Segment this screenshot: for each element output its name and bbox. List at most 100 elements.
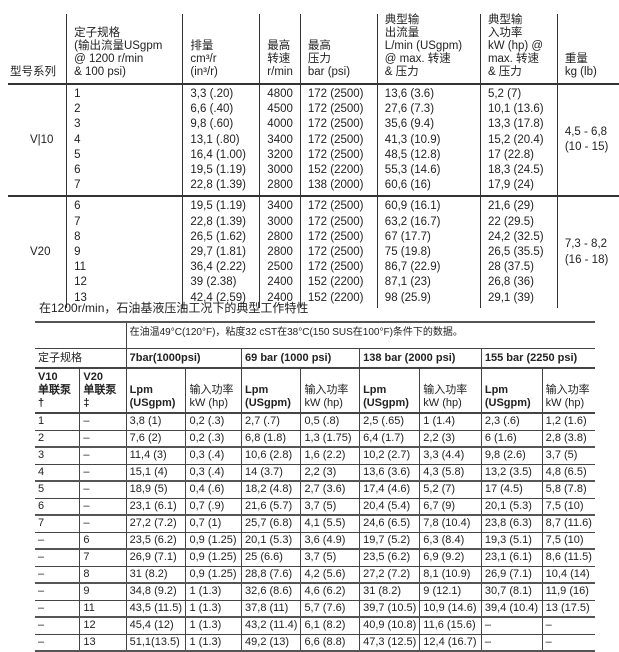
- weight-cell: 4,5 - 6,8 (10 - 15): [556, 84, 619, 198]
- table-cell: 43,5 (11.5): [125, 600, 186, 618]
- table-cell: 13: [79, 634, 127, 652]
- lpm-header: Lpm (USgpm): [125, 368, 186, 414]
- table-cell: 18,2 (4.8): [241, 481, 301, 499]
- power-cell: 21,6 (29) 22 (29.5) 24,2 (32.5) 26,5 (35…: [479, 196, 558, 308]
- performance-table: 在油温49°C(120°F)，粘度32 cST在38°C(150 SUS在100…: [35, 321, 595, 652]
- table-cell: 4,1 (5.5): [300, 515, 360, 533]
- pressure-header: 69 bar (1000 psi): [241, 348, 360, 369]
- table-row: –6 23,5 (6.2) 0,9 (1.25) 20,1 (5.3) 3,6 (4.9…: [35, 532, 595, 550]
- pressure-cell: 172 (2500) 172 (2500) 172 (2500) 172 (25…: [299, 84, 378, 198]
- table-row: –11 43,5 (11.5) 1 (1.3) 37,8 (11) 5,7 (7.6) 3…: [35, 600, 595, 618]
- table-cell: 8,6 (11.5): [541, 549, 595, 567]
- table-cell: –: [79, 413, 127, 431]
- table-cell: 8,1 (10.9): [419, 566, 482, 584]
- pump-spec-table: 型号系列 定子规格 (输出流量USgpm @ 1200 r/min & 100 p…: [8, 14, 619, 308]
- speed-cell: 4800 4500 4000 3400 3200 3000 2800: [259, 84, 301, 198]
- pressure-header: 7bar(1000psi): [125, 348, 242, 369]
- table-cell: 21,6 (5.7): [241, 498, 301, 516]
- table-cell: 34,8 (9.2): [125, 583, 186, 601]
- weight-cell: 7,3 - 8,2 (16 - 18): [556, 196, 619, 308]
- table-cell: 0,9 (1.25): [185, 549, 242, 567]
- table-cell: 8,7 (11.6): [541, 515, 595, 533]
- table-cell: 12,4 (16.7): [419, 634, 482, 652]
- table-cell: 11,9 (16): [541, 583, 595, 601]
- table-cell: –: [480, 634, 543, 652]
- table-cell: 10,4 (14): [541, 566, 595, 584]
- table-cell: 20,4 (5.4): [359, 498, 420, 516]
- table-cell: –: [35, 583, 80, 601]
- series-cell: V20: [30, 246, 51, 259]
- series-group-row: V20 6 7 8 9 11 12 13 19,5 (1.19) 22,8 (1.3…: [8, 196, 619, 308]
- condition-row: 在油温49°C(120°F)，粘度32 cST在38°C(150 SUS在100…: [35, 322, 595, 349]
- v20-header: V20 单联泵 ‡: [79, 368, 127, 414]
- table-row: –13 51,1(13.5) 1 (1.3) 49,2 (13) 6,6 (8.8) 47…: [35, 634, 595, 652]
- table-cell: 3,7 (5): [300, 498, 360, 516]
- header-cell: 典型输 出流量 L/min (USgpm) @ max. 转速 & 压力: [376, 14, 481, 85]
- kw-header: 输入功率 kW (hp): [419, 368, 482, 414]
- table-row: 4–15,1 (4) 0,3 (.4) 14 (3.7) 2,2 (3) 13,6 (3…: [35, 464, 595, 482]
- table-cell: 27,2 (7.2): [125, 515, 186, 533]
- table-cell: 2: [35, 430, 80, 448]
- table-cell: 12: [79, 617, 127, 635]
- table-cell: 1,2 (1.6): [541, 413, 595, 431]
- lpm-header: Lpm (USgpm): [359, 368, 420, 414]
- table-row: 2–7,6 (2) 0,2 (.3) 6,8 (1.8) 1,3 (1.75) 6,4 …: [35, 430, 595, 448]
- table-cell: 6: [79, 532, 127, 550]
- table-cell: –: [79, 447, 127, 465]
- table-cell: –: [79, 464, 127, 482]
- table-cell: 2,8 (3.8): [541, 430, 595, 448]
- table-cell: 13,6 (3.6): [359, 464, 420, 482]
- document: 型号系列 定子规格 (输出流量USgpm @ 1200 r/min & 100 p…: [8, 14, 619, 652]
- table-cell: 0,3 (.4): [185, 447, 242, 465]
- table-cell: 3,6 (4.9): [300, 532, 360, 550]
- table-cell: –: [35, 549, 80, 567]
- table-cell: 6 (1.6): [480, 430, 543, 448]
- table-cell: 23,8 (6.3): [480, 515, 543, 533]
- power-cell: 5,2 (7) 10,1 (13.6) 13,3 (17.8) 15,2 (20…: [479, 84, 558, 198]
- table-cell: 3,8 (1): [125, 413, 186, 431]
- header-cell: 型号系列: [8, 14, 67, 85]
- table-cell: –: [480, 617, 543, 635]
- table-cell: 13,2 (3.5): [480, 464, 543, 482]
- table-cell: 10,6 (2.8): [241, 447, 301, 465]
- table-cell: 31 (8.2): [359, 583, 420, 601]
- table-cell: 2,7 (.7): [241, 413, 301, 431]
- table-cell: 3,7 (5): [300, 549, 360, 567]
- table-cell: 39,7 (10.5): [359, 600, 420, 618]
- table-row: –12 45,4 (12) 1 (1.3) 43,2 (11.4) 6,1 (8.2) 4…: [35, 617, 595, 635]
- table-cell: 5: [35, 481, 80, 499]
- table-cell: 15,1 (4): [125, 464, 186, 482]
- table-cell: 47,3 (12.5): [359, 634, 420, 652]
- table-cell: 6,3 (8.4): [419, 532, 482, 550]
- table-cell: –: [541, 617, 595, 635]
- series-cell: V|10: [8, 84, 67, 198]
- table-cell: 49,2 (13): [241, 634, 301, 652]
- table-cell: 1 (1.3): [185, 617, 242, 635]
- table-cell: 1: [35, 413, 80, 431]
- table-cell: 43,2 (11.4): [241, 617, 301, 635]
- table-cell: 25,7 (6.8): [241, 515, 301, 533]
- table-cell: 19,3 (5.1): [480, 532, 543, 550]
- table-row: –8 31 (8.2) 0,9 (1.25) 28,8 (7.6) 4,2 (5.6) 2…: [35, 566, 595, 584]
- lpm-header: Lpm (USgpm): [480, 368, 543, 414]
- table-cell: 28,8 (7.6): [241, 566, 301, 584]
- kw-header: 输入功率 kW (hp): [300, 368, 360, 414]
- table-row: 7–27,2 (7.2) 0,7 (1) 25,7 (6.8) 4,1 (5.5) 24…: [35, 515, 595, 533]
- table-cell: 20,1 (5.3): [480, 498, 543, 516]
- table-cell: 6,1 (8.2): [300, 617, 360, 635]
- table-row: 3–11,4 (3) 0,3 (.4) 10,6 (2.8) 1,6 (2.2) 10,…: [35, 447, 595, 465]
- table-cell: 19,7 (5.2): [359, 532, 420, 550]
- rings-cell: 6 7 8 9 11 12 13: [66, 196, 183, 308]
- header-cell: 最高 压力 bar (psi): [299, 14, 378, 85]
- table-cell: 5,7 (7.6): [300, 600, 360, 618]
- pressure-row: 定子规格 7bar(1000psi) 69 bar (1000 psi) 138 b…: [35, 348, 595, 369]
- table-cell: 45,4 (12): [125, 617, 186, 635]
- table-cell: 1,3 (1.75): [300, 430, 360, 448]
- pressure-header: 155 bar (2250 psi): [480, 348, 595, 369]
- table-cell: 39,4 (10.4): [480, 600, 543, 618]
- table-cell: 32,6 (8.6): [241, 583, 301, 601]
- table-cell: 11: [79, 600, 127, 618]
- table-cell: 0,4 (.6): [185, 481, 242, 499]
- table-cell: 0,2 (.3): [185, 413, 242, 431]
- table-cell: 0,7 (.9): [185, 498, 242, 516]
